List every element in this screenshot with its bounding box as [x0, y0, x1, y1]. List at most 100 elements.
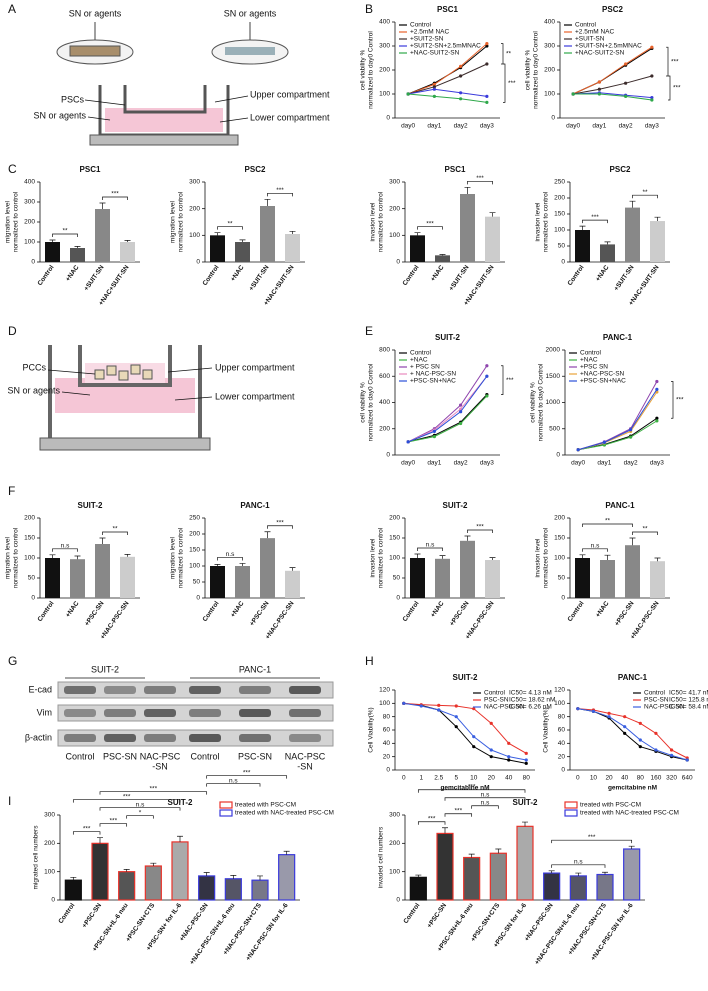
series-line [578, 417, 658, 451]
bar [435, 558, 450, 598]
y-tick-label: 300 [389, 179, 400, 186]
bracket [217, 557, 243, 561]
label: Lower compartment [215, 391, 295, 401]
error-bar [464, 186, 471, 194]
annotation: ** [642, 189, 648, 196]
point [454, 725, 458, 729]
x-tick-label: +NAC [430, 600, 446, 619]
panel-d-diagram: PCCs SN or agents Upper compartment Lowe… [7, 345, 295, 451]
point [459, 91, 463, 95]
x-tick-label: day0 [401, 460, 415, 467]
y-axis-label: cell viability % [360, 50, 367, 91]
x-tick-label: +NAC-PSC-SN+IL-6 neu [534, 902, 582, 966]
bar [95, 544, 110, 598]
label: SN or agents [33, 110, 86, 120]
bar [435, 255, 450, 262]
legend-label: treated with NAC-treated PSC-CM [235, 810, 334, 817]
point [654, 731, 658, 735]
pointer [219, 117, 249, 123]
y-tick-label: 50 [393, 575, 401, 582]
annotation: *** [508, 80, 516, 87]
series-line [573, 93, 652, 101]
bracket [52, 233, 78, 237]
row-label: E-cad [28, 684, 52, 694]
y-tick-label: 100 [44, 868, 55, 875]
series-line [408, 395, 488, 443]
y-tick-label: 100 [554, 227, 565, 234]
legend-label: + NAC-PSC-SN [410, 371, 456, 378]
series-line [407, 375, 488, 443]
y-tick-label: 80 [558, 713, 566, 720]
point [459, 403, 463, 407]
error-bar [289, 230, 296, 234]
series-line [573, 75, 653, 95]
x-tick-label: Control [402, 902, 421, 925]
band [104, 709, 136, 717]
point [454, 715, 458, 719]
x-tick-label: +SUIT-SN [83, 264, 106, 292]
bracket [52, 548, 78, 552]
bar [45, 558, 60, 598]
y-tick-label: 1500 [546, 373, 561, 380]
legend-label: +NAC-SUIT2-SN [410, 50, 460, 57]
legend-label: Control [644, 690, 666, 697]
annotation: n.s [229, 777, 238, 784]
bracket [417, 789, 526, 793]
y-tick-label: 100 [389, 868, 400, 875]
x-tick-label: day1 [597, 460, 611, 467]
error-bar [602, 871, 608, 875]
y-axis-label: Cell Viability(%) [543, 707, 550, 752]
chart-title: SUIT-2 [435, 333, 460, 342]
pointer [84, 99, 126, 106]
y-tick-label: 20 [558, 753, 566, 760]
band [239, 734, 271, 742]
point [485, 364, 489, 368]
y-tick-label: 400 [379, 19, 390, 26]
y-axis-label: normalized to control [543, 527, 550, 588]
bar [600, 244, 615, 262]
legend-label: + PSC SN [410, 364, 440, 371]
bar [210, 235, 225, 262]
point [459, 97, 463, 101]
x-tick-label: 320 [666, 775, 677, 782]
band [239, 686, 271, 694]
annotation: *** [150, 785, 158, 792]
error-bar [522, 821, 528, 827]
x-tick-label: day1 [427, 123, 441, 130]
y-axis-label: invaded cell numbers [378, 826, 385, 888]
y-tick-label: 50 [558, 575, 566, 582]
y-axis-label: normalized to control [178, 191, 185, 252]
bracket [102, 196, 128, 200]
panel-label: D [8, 324, 17, 338]
point [638, 721, 642, 725]
point [507, 741, 511, 745]
point [472, 735, 476, 739]
point [472, 745, 476, 749]
series-line [577, 389, 658, 451]
y-tick-label: 0 [396, 595, 400, 602]
annotation: ** [605, 518, 611, 525]
bar [569, 875, 587, 901]
point [432, 435, 436, 439]
y-tick-label: 100 [189, 563, 200, 570]
x-tick-label: 640 [682, 775, 693, 782]
error-bar [74, 555, 81, 560]
y-tick-label: 300 [44, 812, 55, 819]
y-tick-label: 400 [379, 399, 390, 406]
point [459, 410, 463, 414]
pointer [61, 391, 91, 396]
bar [224, 878, 242, 901]
y-tick-label: 50 [558, 243, 566, 250]
legend-note: IC50= 18.62 nM [509, 697, 555, 704]
band [64, 686, 96, 694]
bar [463, 856, 481, 901]
annotation: ** [227, 220, 233, 227]
legend-note: IC50= 4.13 nM [509, 690, 552, 697]
bracket [217, 226, 243, 230]
legend-note: IC50= 41.7 nM [669, 690, 708, 697]
y-tick-label: 100 [544, 91, 555, 98]
error-bar [203, 872, 210, 876]
series-line [578, 420, 658, 451]
bar [260, 206, 275, 262]
annotation: *** [591, 214, 599, 221]
